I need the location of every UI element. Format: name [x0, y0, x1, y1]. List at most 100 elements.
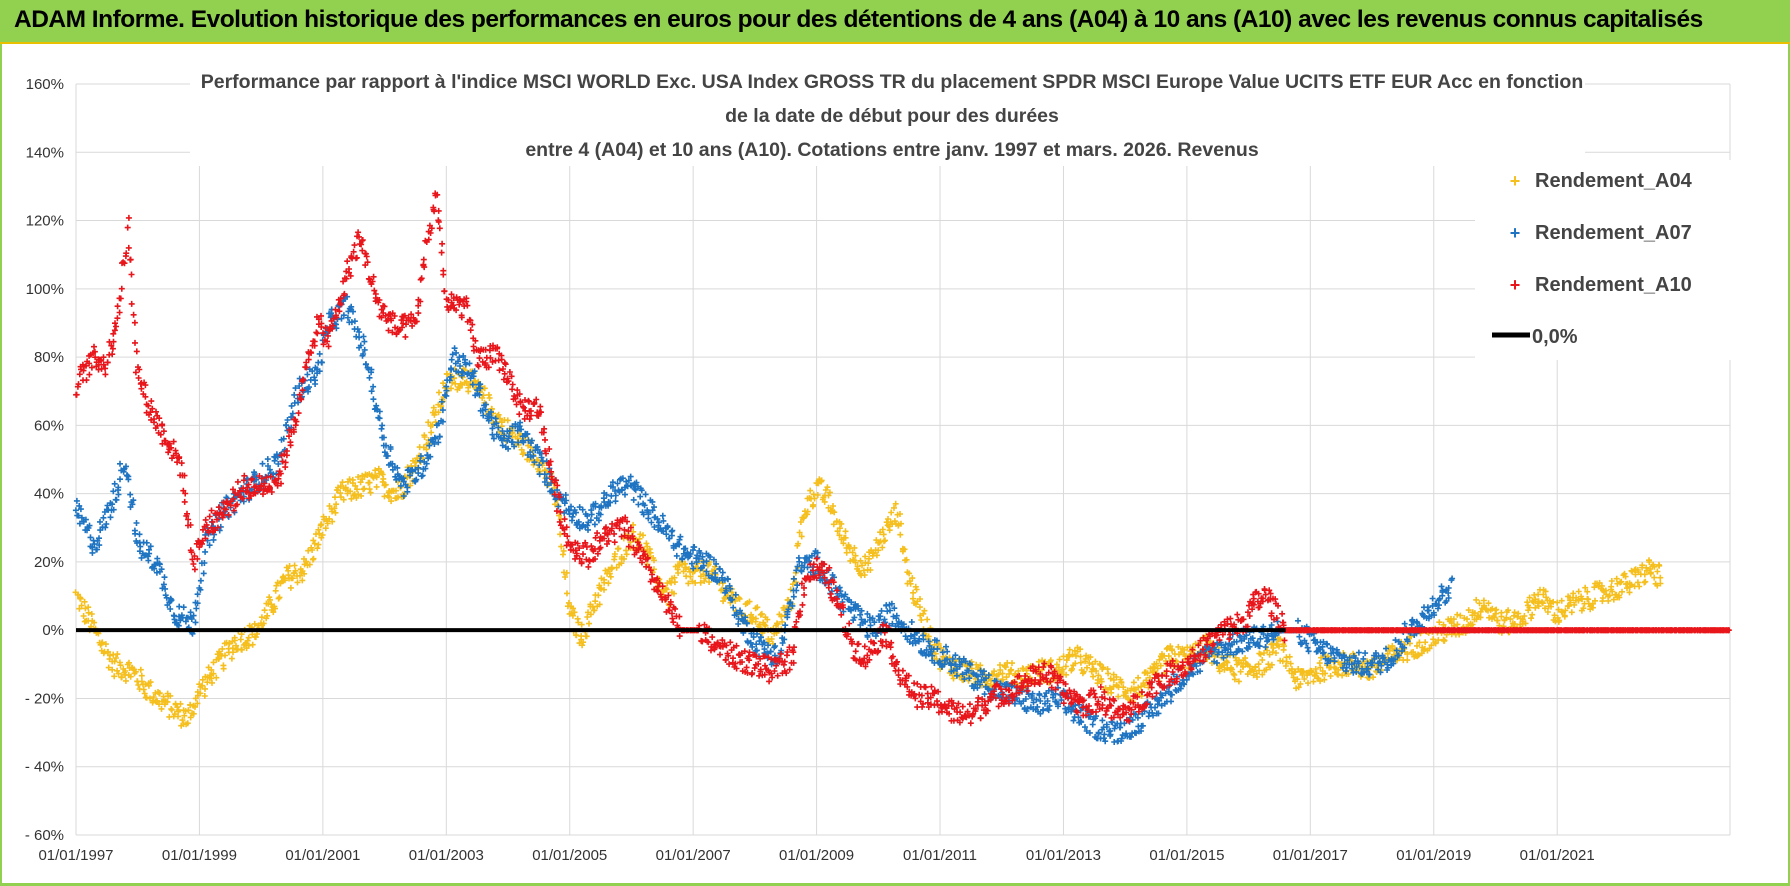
scatter-point: [309, 547, 316, 553]
scatter-point: [1606, 592, 1613, 599]
scatter-point: [613, 564, 620, 571]
scatter-point: [544, 482, 551, 489]
scatter-point: [306, 561, 313, 568]
scatter-point: [889, 620, 896, 627]
scatter-point: [573, 509, 579, 516]
scatter-point: [977, 662, 984, 669]
scatter-point: [921, 607, 928, 614]
scatter-point: [877, 613, 884, 620]
scatter-point: [858, 616, 865, 623]
scatter-point: [324, 520, 331, 527]
scatter-point: [909, 575, 916, 582]
scatter-point: [1091, 690, 1098, 697]
scatter-point: [156, 690, 163, 696]
scatter-point: [448, 385, 454, 392]
scatter-point: [151, 565, 158, 572]
scatter-point: [237, 636, 244, 643]
scatter-point: [168, 597, 175, 604]
scatter-point: [115, 670, 122, 677]
scatter-point: [91, 619, 98, 626]
scatter-point: [251, 471, 258, 478]
scatter-point: [347, 488, 354, 495]
scatter-point: [1404, 657, 1411, 664]
scatter-point: [266, 466, 273, 473]
scatter-point: [541, 471, 548, 478]
scatter-point: [1107, 675, 1114, 682]
scatter-point: [1415, 651, 1421, 658]
scatter-point: [287, 584, 294, 591]
scatter-point: [902, 633, 909, 640]
scatter-point: [562, 492, 569, 498]
scatter-point: [1532, 596, 1539, 603]
scatter-point: [125, 244, 132, 251]
scatter-point: [1416, 639, 1423, 646]
scatter-point: [1056, 656, 1063, 663]
scatter-point: [916, 604, 923, 611]
scatter-point: [888, 509, 895, 516]
scatter-point: [208, 507, 215, 514]
scatter-point: [621, 555, 627, 562]
scatter-point: [967, 661, 974, 668]
scatter-point: [785, 606, 792, 613]
scatter-point: [1511, 612, 1517, 619]
scatter-point: [276, 594, 283, 601]
scatter-point: [560, 547, 567, 554]
scatter-point: [1605, 597, 1612, 604]
scatter-point: [470, 373, 477, 380]
scatter-point: [575, 518, 582, 525]
scatter-point: [1657, 580, 1664, 587]
scatter-point: [272, 587, 279, 594]
scatter-point: [91, 343, 97, 350]
scatter-point: [932, 650, 939, 657]
scatter-point: [432, 419, 439, 426]
scatter-point: [562, 574, 569, 580]
scatter-point: [465, 388, 472, 395]
scatter-point: [614, 480, 621, 487]
scatter-point: [228, 655, 235, 662]
scatter-point: [446, 377, 453, 384]
scatter-point: [1566, 602, 1572, 609]
scatter-point: [814, 492, 821, 498]
scatter-point: [271, 603, 278, 610]
scatter-point: [415, 470, 422, 477]
scatter-point: [1270, 645, 1277, 651]
scatter-point: [781, 636, 788, 643]
scatter-point: [281, 577, 288, 584]
scatter-point: [440, 267, 447, 274]
scatter-point: [530, 452, 537, 459]
scatter-point: [1639, 562, 1646, 569]
scatter-point: [670, 619, 677, 626]
scatter-point: [329, 508, 336, 515]
scatter-point: [128, 300, 135, 307]
scatter-point: [353, 254, 360, 261]
scatter-point: [606, 570, 613, 577]
scatter-point: [1264, 647, 1271, 654]
scatter-point: [192, 703, 198, 710]
scatter-point: [438, 249, 445, 256]
scatter-point: [72, 507, 79, 514]
scatter-point: [607, 499, 614, 506]
scatter-point: [1556, 617, 1563, 624]
scatter-point: [210, 536, 217, 543]
scatter-point: [457, 363, 463, 369]
scatter-point: [1157, 662, 1164, 669]
scatter-point: [467, 327, 474, 334]
scatter-point: [1464, 616, 1470, 623]
scatter-point: [147, 543, 154, 550]
scatter-point: [110, 488, 117, 495]
scatter-point: [1642, 578, 1649, 585]
scatter-point: [705, 572, 712, 579]
scatter-point: [1647, 569, 1654, 576]
scatter-point: [1542, 605, 1548, 612]
scatter-point: [1519, 616, 1526, 623]
scatter-point: [579, 506, 586, 513]
scatter-point: [187, 714, 194, 721]
scatter-point: [125, 214, 132, 221]
scatter-point: [1473, 596, 1480, 603]
x-tick-label: 01/01/2007: [656, 847, 731, 864]
scatter-point: [631, 485, 638, 492]
scatter-point: [651, 566, 657, 573]
scatter-point: [393, 487, 399, 494]
scatter-point: [1618, 578, 1625, 585]
scatter-point: [332, 494, 338, 501]
